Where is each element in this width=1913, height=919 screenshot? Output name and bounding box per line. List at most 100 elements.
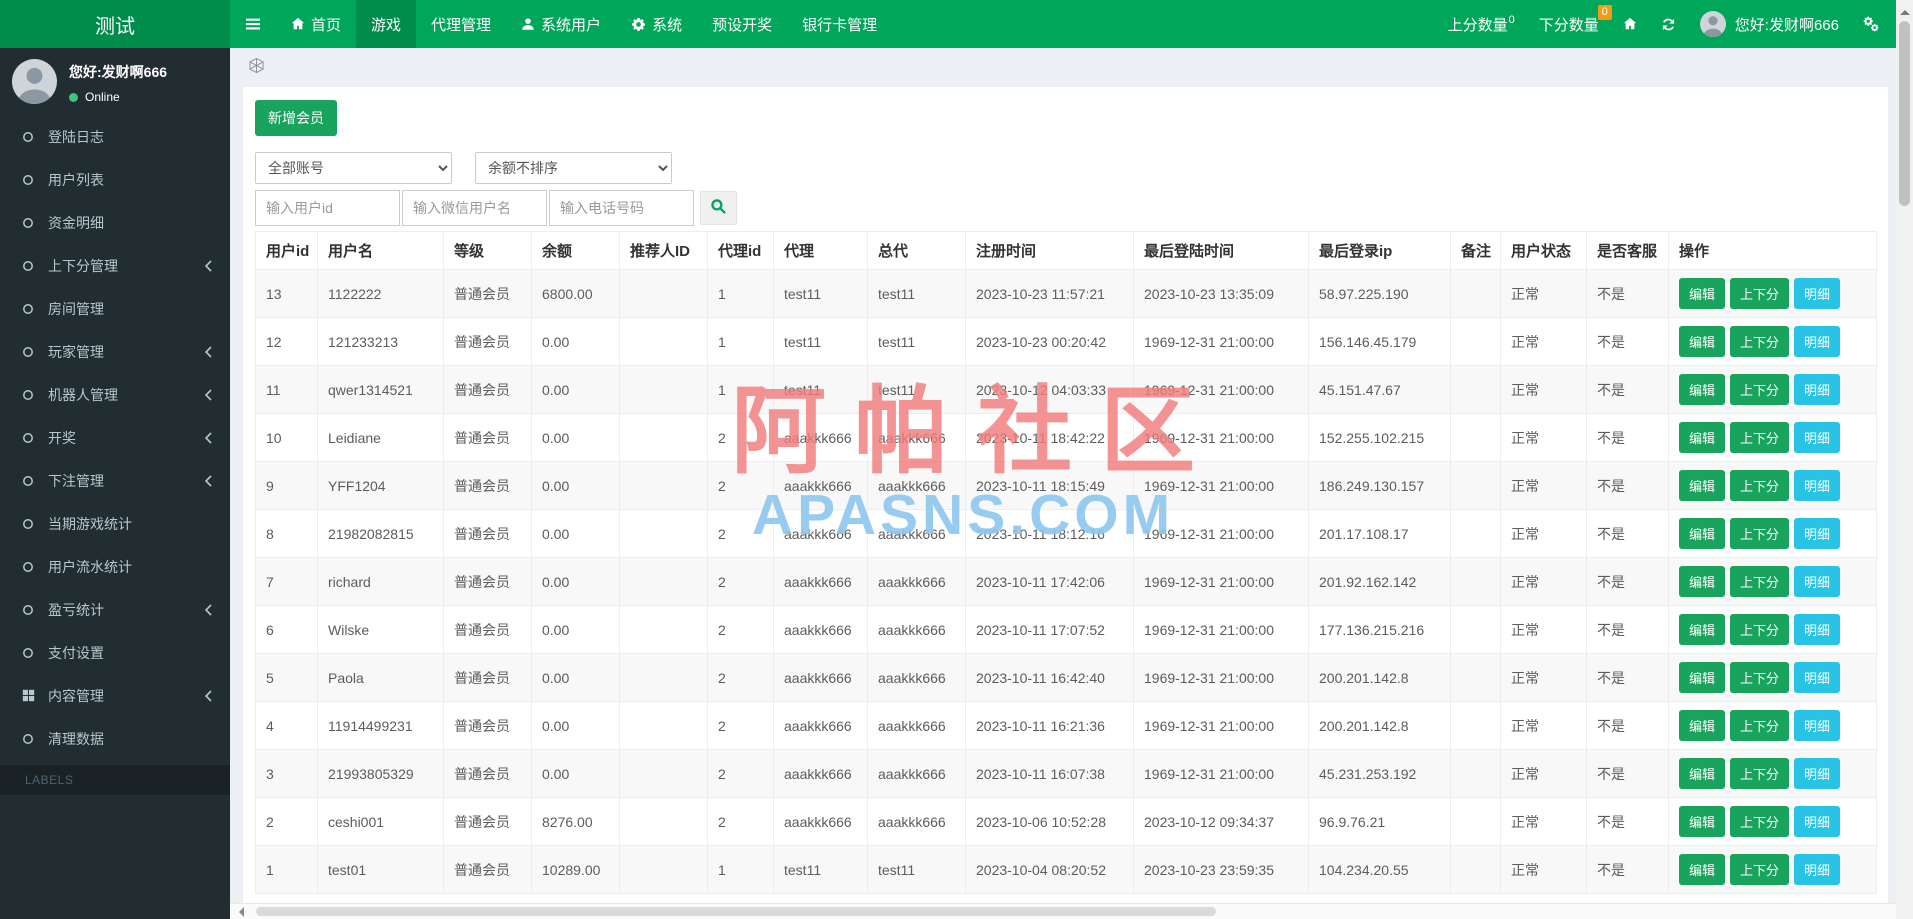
user-menu[interactable]: 您好:发财啊666 xyxy=(1699,11,1839,37)
up-score-counter[interactable]: 上分数量0 xyxy=(1448,14,1515,35)
table-cell: 普通会员 xyxy=(443,461,532,510)
updown-button[interactable]: 上下分 xyxy=(1730,566,1790,597)
edit-button[interactable]: 编辑 xyxy=(1679,566,1726,597)
detail-button[interactable]: 明细 xyxy=(1794,566,1841,597)
updown-button[interactable]: 上下分 xyxy=(1730,470,1790,501)
updown-button[interactable]: 上下分 xyxy=(1730,710,1790,741)
sidebar-item-funds-detail[interactable]: 资金明细 xyxy=(0,201,230,244)
sidebar-item-room-manage[interactable]: 房间管理 xyxy=(0,287,230,330)
table-cell: 0.00 xyxy=(531,317,620,366)
edit-button[interactable]: 编辑 xyxy=(1679,710,1726,741)
edit-button[interactable]: 编辑 xyxy=(1679,278,1726,309)
column-header: 用户名 xyxy=(317,231,444,270)
sidebar-item-profit-stats[interactable]: 盈亏统计 xyxy=(0,588,230,631)
detail-button[interactable]: 明细 xyxy=(1794,518,1841,549)
sidebar-item-login-log[interactable]: 登陆日志 xyxy=(0,115,230,158)
nav-item-label: 首页 xyxy=(311,16,342,34)
table-cell xyxy=(619,605,708,654)
updown-button[interactable]: 上下分 xyxy=(1730,518,1790,549)
down-score-counter[interactable]: 下分数量 0 xyxy=(1539,4,1612,35)
updown-button[interactable]: 上下分 xyxy=(1730,854,1790,885)
vertical-scroll-thumb[interactable] xyxy=(1899,21,1910,206)
edit-button[interactable]: 编辑 xyxy=(1679,854,1726,885)
detail-button[interactable]: 明细 xyxy=(1794,854,1841,885)
user-id-input[interactable] xyxy=(255,190,400,226)
updown-button[interactable]: 上下分 xyxy=(1730,614,1790,645)
nav-item-system-users[interactable]: 系统用户 xyxy=(506,0,616,48)
table-cell: 0.00 xyxy=(531,461,620,510)
brand-logo[interactable]: 测试 xyxy=(0,0,230,48)
account-filter-select[interactable]: 全部账号 xyxy=(255,152,452,184)
edit-button[interactable]: 编辑 xyxy=(1679,662,1726,693)
scroll-up-arrow-icon[interactable] xyxy=(1899,5,1910,15)
detail-button[interactable]: 明细 xyxy=(1794,710,1841,741)
sidebar-toggle-icon[interactable] xyxy=(230,0,276,48)
edit-button[interactable]: 编辑 xyxy=(1679,470,1726,501)
wechat-name-input[interactable] xyxy=(402,190,547,226)
horizontal-scroll-thumb[interactable] xyxy=(256,907,1216,916)
edit-button[interactable]: 编辑 xyxy=(1679,518,1726,549)
nav-item-home[interactable]: 首页 xyxy=(276,0,356,48)
nav-item-games[interactable]: 游戏 xyxy=(356,0,417,48)
add-member-button[interactable]: 新增会员 xyxy=(255,100,337,136)
refresh-icon[interactable] xyxy=(1661,17,1676,32)
updown-button[interactable]: 上下分 xyxy=(1730,758,1790,789)
horizontal-scrollbar[interactable] xyxy=(230,903,1896,919)
column-header: 等级 xyxy=(443,231,532,270)
updown-button[interactable]: 上下分 xyxy=(1730,806,1790,837)
nav-item-system[interactable]: 系统 xyxy=(616,0,697,48)
edit-button[interactable]: 编辑 xyxy=(1679,758,1726,789)
detail-button[interactable]: 明细 xyxy=(1794,374,1841,405)
table-cell: aaakkk666 xyxy=(773,701,868,750)
sidebar-item-content-manage[interactable]: 内容管理 xyxy=(0,674,230,717)
detail-button[interactable]: 明细 xyxy=(1794,614,1841,645)
table-cell: 200.201.142.8 xyxy=(1308,653,1451,702)
updown-button[interactable]: 上下分 xyxy=(1730,278,1790,309)
detail-button[interactable]: 明细 xyxy=(1794,806,1841,837)
sidebar-item-bet-manage[interactable]: 下注管理 xyxy=(0,459,230,502)
detail-button[interactable]: 明细 xyxy=(1794,758,1841,789)
detail-button[interactable]: 明细 xyxy=(1794,422,1841,453)
column-header: 推荐人ID xyxy=(619,231,708,270)
nav-item-bank-card-manage[interactable]: 银行卡管理 xyxy=(787,0,892,48)
sidebar-item-user-list[interactable]: 用户列表 xyxy=(0,158,230,201)
balance-sort-select[interactable]: 余额不排序 xyxy=(475,152,672,184)
gears-icon[interactable] xyxy=(1863,16,1880,33)
updown-button[interactable]: 上下分 xyxy=(1730,422,1790,453)
table-cell xyxy=(619,365,708,414)
edit-button[interactable]: 编辑 xyxy=(1679,806,1726,837)
detail-button[interactable]: 明细 xyxy=(1794,326,1841,357)
table-cell: 10 xyxy=(255,413,318,462)
sidebar-item-lottery-draw[interactable]: 开奖 xyxy=(0,416,230,459)
updown-button[interactable]: 上下分 xyxy=(1730,326,1790,357)
detail-button[interactable]: 明细 xyxy=(1794,662,1841,693)
search-button[interactable] xyxy=(700,191,737,225)
detail-button[interactable]: 明细 xyxy=(1794,278,1841,309)
edit-button[interactable]: 编辑 xyxy=(1679,374,1726,405)
nav-item-preset-draw[interactable]: 预设开奖 xyxy=(697,0,787,48)
sidebar-item-current-game-stats[interactable]: 当期游戏统计 xyxy=(0,502,230,545)
edit-button[interactable]: 编辑 xyxy=(1679,326,1726,357)
updown-button[interactable]: 上下分 xyxy=(1730,662,1790,693)
sidebar-item-user-flow-stats[interactable]: 用户流水统计 xyxy=(0,545,230,588)
table-cell: 不是 xyxy=(1586,413,1669,462)
detail-button[interactable]: 明细 xyxy=(1794,470,1841,501)
down-score-badge: 0 xyxy=(1597,4,1612,20)
phone-input[interactable] xyxy=(549,190,694,226)
sidebar-item-payment-settings[interactable]: 支付设置 xyxy=(0,631,230,674)
table-cell: Paola xyxy=(317,653,444,702)
sidebar-item-updown-manage[interactable]: 上下分管理 xyxy=(0,244,230,287)
vertical-scrollbar[interactable] xyxy=(1896,0,1913,919)
sidebar-item-player-manage[interactable]: 玩家管理 xyxy=(0,330,230,373)
sidebar-item-robot-manage[interactable]: 机器人管理 xyxy=(0,373,230,416)
home-shortcut-icon[interactable] xyxy=(1623,17,1637,31)
edit-button[interactable]: 编辑 xyxy=(1679,422,1726,453)
table-cell: 正常 xyxy=(1500,365,1587,414)
sidebar-item-clean-data[interactable]: 清理数据 xyxy=(0,717,230,760)
sidebar-item-label: 盈亏统计 xyxy=(48,601,104,618)
scroll-left-arrow-icon[interactable] xyxy=(234,906,244,917)
table-cell: 1969-12-31 21:00:00 xyxy=(1133,365,1309,414)
nav-item-agent-manage[interactable]: 代理管理 xyxy=(416,0,506,48)
updown-button[interactable]: 上下分 xyxy=(1730,374,1790,405)
edit-button[interactable]: 编辑 xyxy=(1679,614,1726,645)
